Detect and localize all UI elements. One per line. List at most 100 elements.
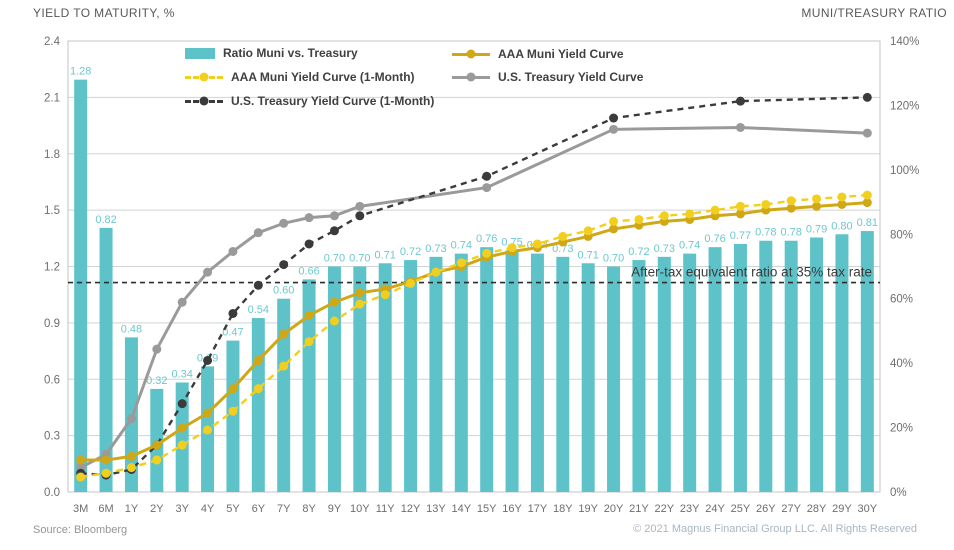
series-marker [761,199,771,209]
left-axis-tick: 2.4 [44,36,61,48]
bar-value-label: 0.73 [654,243,675,255]
left-axis-tick: 0.0 [44,487,60,499]
ratio-bar [657,256,671,492]
series-marker [177,440,187,450]
x-axis-label: 24Y [705,503,725,515]
ratio-bar [835,234,849,493]
ratio-bar [759,240,773,492]
x-axis-label: 18Y [553,503,573,515]
right-axis-tick: 20% [890,423,913,435]
ratio-bar [632,260,646,492]
ratio-bar [556,256,570,492]
series-marker [304,213,314,223]
series-marker [228,384,238,394]
x-axis-label: 1Y [125,503,139,515]
ratio-bar [150,388,164,492]
left-axis-tick: 1.2 [44,262,60,274]
x-axis-label: 23Y [680,503,700,515]
bar-value-label: 0.78 [755,227,776,239]
series-marker [279,260,289,270]
series-marker [862,128,872,138]
series-marker [329,226,339,236]
right-axis-title: MUNI/TREASURY RATIO [801,6,947,20]
bar-value-label: 0.72 [628,246,649,258]
bar-value-label: 0.76 [476,233,497,245]
series-marker [482,248,492,258]
series-marker [203,267,213,277]
ratio-bar [74,79,88,493]
legend-swatch-solid-gray-line [452,72,490,83]
ratio-bar [683,253,697,492]
x-axis-label: 6M [98,503,113,515]
x-axis-label: 30Y [858,503,878,515]
left-axis-tick: 1.5 [44,205,60,217]
x-axis-label: 15Y [477,503,497,515]
legend-label: AAA Muni Yield Curve [498,47,624,61]
left-axis-tick: 0.3 [44,431,60,443]
ratio-bar [404,260,418,492]
series-marker [101,468,111,478]
series-marker [228,308,238,318]
ratio-bar [99,227,113,493]
x-axis-label: 14Y [452,503,472,515]
series-marker [482,183,492,193]
series-marker [735,209,745,219]
series-marker [786,203,796,213]
legend-label: U.S. Treasury Yield Curve (1-Month) [231,94,435,108]
bar-value-label: 0.60 [273,285,294,297]
ratio-bar [607,266,621,492]
series-marker [152,455,162,465]
series-marker [583,226,593,236]
bar-value-label: 0.77 [730,230,751,242]
bar-value-label: 0.48 [121,323,142,335]
series-marker [609,113,619,123]
left-axis-title: YIELD TO MATURITY, % [33,6,175,20]
legend-swatch-dashed-black-line [185,96,223,107]
bar-value-label: 0.32 [146,375,167,387]
x-axis-label: 7Y [277,503,291,515]
series-marker [862,198,872,208]
series-marker [735,96,745,106]
left-axis-tick: 0.6 [44,374,60,386]
x-axis-label: 6Y [252,503,266,515]
legend-item-muni: AAA Muni Yield Curve [452,47,624,61]
series-marker [279,361,289,371]
after-tax-label: After-tax equivalent ratio at 35% tax ra… [631,265,872,280]
x-axis-label: 20Y [604,503,624,515]
x-axis-label: 13Y [426,503,446,515]
series-marker [634,215,644,225]
series-marker [76,455,86,465]
bar-value-label: 0.70 [603,253,624,265]
series-marker [431,267,441,277]
series-marker [837,192,847,202]
bar-value-label: 0.73 [425,243,446,255]
ratio-bar [226,340,240,492]
bar-value-label: 0.47 [222,327,243,339]
series-marker [304,239,314,249]
x-axis-label: 8Y [302,503,316,515]
ratio-bar [251,318,265,492]
right-axis-tick: 60% [890,294,913,306]
bar-value-label: 0.74 [451,240,472,252]
series-marker [355,211,365,221]
left-axis-tick: 1.8 [44,149,60,161]
ratio-bar [277,298,291,492]
x-axis-label: 2Y [150,503,164,515]
legend-item-muni-1m: AAA Muni Yield Curve (1-Month) [185,70,415,84]
series-marker [609,224,619,234]
ratio-bar [784,240,798,492]
series-marker [304,337,314,347]
series-marker [203,408,213,418]
bar-value-label: 1.28 [70,66,91,78]
left-axis-tick: 2.1 [44,92,60,104]
series-marker [355,201,365,211]
series-marker [532,239,542,249]
right-axis-tick: 100% [890,165,919,177]
x-axis-label: 26Y [756,503,776,515]
bar-value-label: 0.79 [806,224,827,236]
series-marker [126,414,136,424]
series-marker [659,211,669,221]
series-marker [329,316,339,326]
series-marker [253,355,263,365]
